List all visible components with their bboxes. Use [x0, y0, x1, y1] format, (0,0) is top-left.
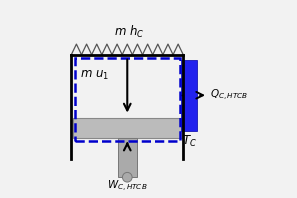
Text: $T_C$: $T_C$: [182, 134, 197, 149]
Bar: [75, 58, 180, 141]
Bar: [73, 118, 182, 138]
Bar: [181, 60, 197, 131]
Circle shape: [122, 172, 132, 182]
Text: $m\ h_C$: $m\ h_C$: [114, 24, 144, 40]
Text: $W_{C,HTCB}$: $W_{C,HTCB}$: [107, 179, 148, 194]
Text: $Q_{C,HTCB}$: $Q_{C,HTCB}$: [210, 88, 248, 103]
Bar: [118, 138, 137, 177]
Text: $m\ u_1$: $m\ u_1$: [80, 69, 109, 82]
